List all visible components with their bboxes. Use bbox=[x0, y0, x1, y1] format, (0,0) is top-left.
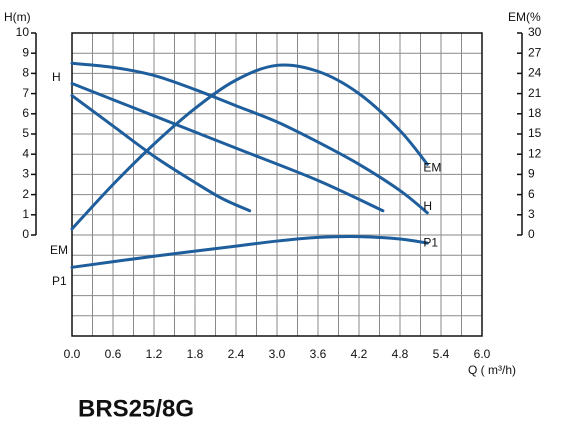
y-axis-label: H(m) bbox=[4, 10, 31, 24]
y-tick-label: 1 bbox=[22, 207, 29, 221]
curve bbox=[70, 63, 429, 231]
x-tick-label: 1.2 bbox=[146, 347, 163, 361]
x-tick-label: 4.2 bbox=[351, 347, 368, 361]
curve bbox=[70, 82, 385, 213]
y2-axis-label: EM(% bbox=[508, 10, 541, 24]
y-tick-label: 9 bbox=[22, 45, 29, 59]
x-tick-label: 4.8 bbox=[392, 347, 409, 361]
annotation: EM bbox=[50, 243, 68, 257]
y-tick-label: 4 bbox=[22, 146, 29, 160]
y2-tick-label: 21 bbox=[528, 86, 542, 100]
y2-tick-label: 6 bbox=[528, 187, 535, 201]
y2-tick-label: 27 bbox=[528, 45, 542, 59]
y2-tick-label: 30 bbox=[528, 25, 542, 39]
y-tick-label: 5 bbox=[22, 126, 29, 140]
y-tick-label: 0 bbox=[22, 227, 29, 241]
y-tick-label: 10 bbox=[16, 25, 30, 39]
y-tick-label: 7 bbox=[22, 86, 29, 100]
curve bbox=[70, 235, 429, 269]
x-tick-label: 5.4 bbox=[433, 347, 450, 361]
y2-tick-label: 9 bbox=[528, 167, 535, 181]
x-tick-label: 2.4 bbox=[228, 347, 245, 361]
curve bbox=[70, 61, 429, 215]
series-label: P1 bbox=[423, 235, 438, 249]
annotation: H bbox=[52, 70, 61, 84]
y-tick-label: 2 bbox=[22, 187, 29, 201]
x-tick-label: 1.8 bbox=[187, 347, 204, 361]
y2-tick-label: 0 bbox=[528, 227, 535, 241]
y2-tick-label: 24 bbox=[528, 66, 542, 80]
y-tick-label: 8 bbox=[22, 66, 29, 80]
y2-tick-label: 18 bbox=[528, 106, 542, 120]
curve bbox=[70, 94, 252, 213]
series-label: EM bbox=[423, 160, 441, 174]
y2-tick-label: 15 bbox=[528, 126, 542, 140]
plot-frame bbox=[71, 32, 483, 337]
x-tick-label: 3.6 bbox=[310, 347, 327, 361]
x-tick-label: 3.0 bbox=[269, 347, 286, 361]
x-tick-label: 0.6 bbox=[105, 347, 122, 361]
x-tick-label: 6.0 bbox=[474, 347, 491, 361]
y-tick-label: 6 bbox=[22, 106, 29, 120]
series-label: H bbox=[423, 199, 432, 213]
chart-title: BRS25/8G bbox=[78, 395, 194, 422]
y-tick-label: 3 bbox=[22, 167, 29, 181]
y2-tick-label: 3 bbox=[528, 207, 535, 221]
annotation: P1 bbox=[52, 274, 67, 288]
y2-tick-label: 12 bbox=[528, 146, 542, 160]
x-tick-label: 0.0 bbox=[64, 347, 81, 361]
x-axis-label: Q ( m³/h) bbox=[468, 363, 516, 377]
